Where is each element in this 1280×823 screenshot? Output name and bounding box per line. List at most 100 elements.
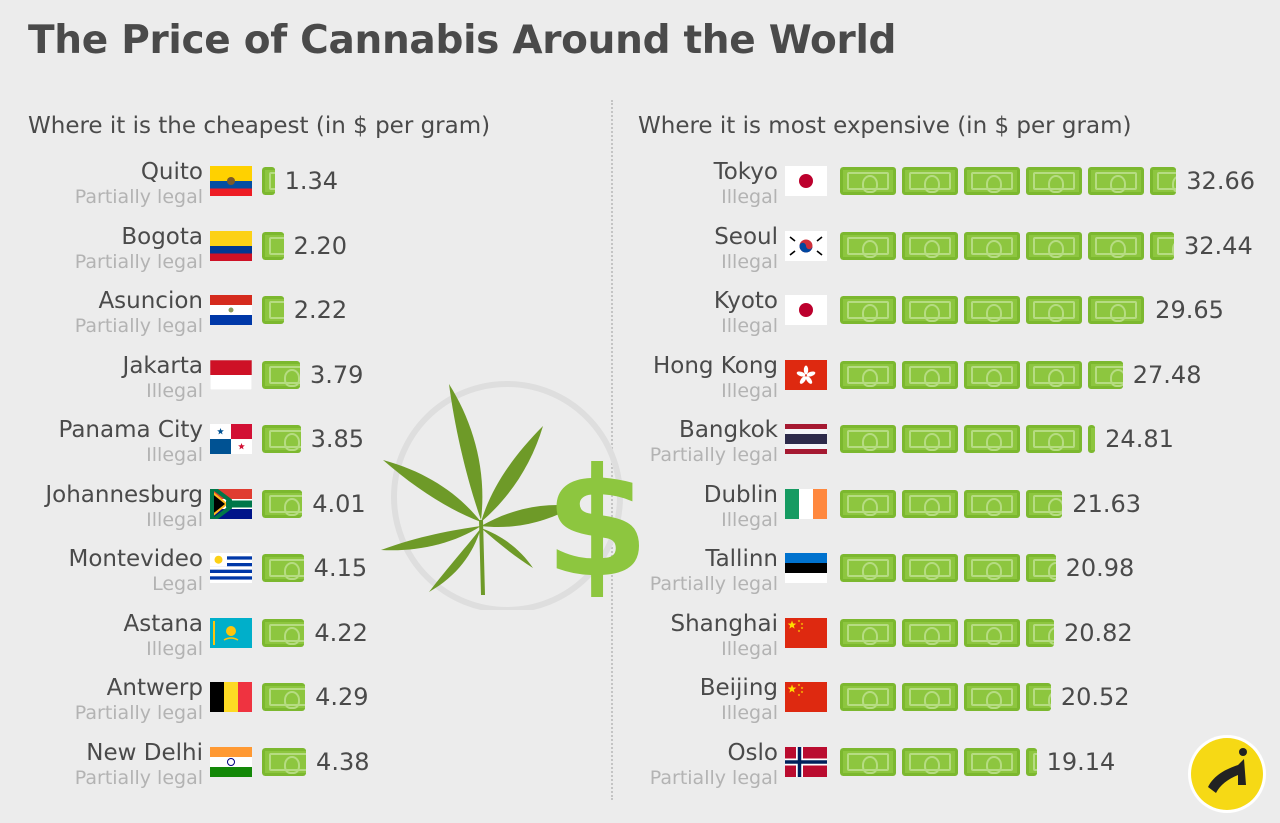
legal-status-label: Illegal [146, 379, 203, 402]
price-bar [840, 618, 1054, 647]
city-label: Kyoto [713, 288, 778, 314]
legal-status-label: Partially legal [649, 444, 778, 466]
banknote-icon [964, 425, 1020, 453]
legal-status-label: Illegal [721, 508, 778, 531]
legal-status-label: Illegal [721, 702, 778, 724]
city-label: Oslo [727, 739, 778, 766]
price-value-label: 4.22 [314, 618, 368, 647]
legal-status-label: Legal [152, 573, 203, 595]
price-bar [840, 489, 1063, 518]
city-label: Seoul [714, 223, 778, 250]
banknote-icon [840, 425, 896, 453]
price-value-label: 2.20 [293, 231, 347, 260]
banknote-icon [1088, 296, 1144, 324]
city-label: Bangkok [679, 417, 778, 443]
indonesia-flag-icon [210, 359, 252, 390]
legal-status-label: Illegal [721, 315, 778, 337]
banknote-icon [964, 554, 1020, 582]
banknote-icon [840, 747, 896, 776]
price-value-label: 4.01 [312, 489, 366, 518]
city-label: Montevideo [68, 546, 204, 572]
banknote-icon [1026, 360, 1082, 389]
city-label: Tallinn [705, 546, 778, 572]
price-bar [840, 425, 1096, 453]
hong-kong-flag-icon [785, 359, 827, 390]
logo-mark [1191, 738, 1263, 810]
price-bar [262, 618, 305, 647]
banknote-icon [902, 231, 958, 260]
banknote-icon [840, 231, 896, 260]
banknote-icon [262, 425, 301, 453]
banknote-icon [1088, 425, 1096, 453]
price-bar [262, 425, 301, 453]
city-label: New Delhi [86, 739, 203, 766]
price-value-label: 27.48 [1132, 360, 1202, 389]
banknote-icon [262, 489, 303, 518]
banknote-icon [1026, 296, 1082, 324]
banknote-icon [1026, 167, 1082, 195]
legal-status-label: Illegal [721, 186, 778, 208]
price-bar [262, 489, 303, 518]
legal-status-label: Partially legal [649, 766, 778, 789]
price-value-label: 3.85 [310, 425, 365, 453]
estonia-flag-icon [785, 553, 827, 583]
price-value-label: 32.66 [1186, 167, 1255, 195]
thailand-flag-icon [785, 424, 827, 454]
price-bar [840, 360, 1123, 389]
banknote-icon [262, 360, 300, 389]
price-bar [840, 683, 1051, 711]
banknote-icon [902, 425, 958, 453]
china-flag-icon [785, 617, 827, 648]
banknote-icon [262, 554, 304, 582]
price-bar [262, 360, 300, 389]
price-bar [262, 747, 307, 776]
banknote-icon [1088, 167, 1144, 195]
banknote-icon [1026, 231, 1082, 260]
price-bar [262, 231, 284, 260]
banknote-icon [1026, 618, 1054, 647]
banknote-icon [902, 296, 958, 324]
city-label: Beijing [699, 675, 778, 701]
banknote-icon [262, 167, 275, 195]
banknote-icon [964, 683, 1020, 711]
banknote-icon [1026, 747, 1037, 776]
price-value-label: 3.79 [309, 360, 364, 389]
price-value-label: 2.22 [293, 296, 348, 324]
banknote-icon [902, 167, 958, 195]
uruguay-flag-icon [210, 553, 252, 583]
price-bar [840, 167, 1177, 195]
banknote-icon [1150, 231, 1174, 260]
banknote-icon [262, 747, 307, 776]
city-label: Astana [123, 610, 203, 637]
india-flag-icon [210, 746, 252, 777]
banknote-icon [262, 618, 305, 647]
banknote-icon [902, 683, 958, 711]
price-bar [262, 167, 275, 195]
price-value-label: 4.15 [313, 554, 368, 582]
banknote-icon [964, 360, 1020, 389]
price-value-label: 4.29 [315, 683, 369, 711]
legal-status-label: Illegal [146, 444, 203, 466]
expensive-subtitle: Where it is most expensive (in $ per gra… [638, 113, 1132, 139]
banknote-icon [840, 167, 896, 195]
cheapest-subtitle: Where it is the cheapest (in $ per gram) [28, 113, 491, 139]
banknote-icon [902, 360, 958, 389]
china-flag-icon [785, 682, 827, 712]
price-value-label: 1.34 [284, 167, 339, 195]
price-value-label: 21.63 [1072, 489, 1142, 518]
japan-flag-icon [785, 166, 827, 196]
banknote-icon [262, 683, 306, 711]
legal-status-label: Illegal [721, 379, 778, 402]
banknote-icon [840, 554, 896, 582]
city-label: Tokyo [713, 159, 778, 185]
logo-icon [1188, 735, 1266, 813]
banknote-icon [1026, 425, 1082, 453]
banknote-icon [1088, 231, 1144, 260]
city-label: Panama City [58, 417, 204, 443]
legal-status-label: Illegal [146, 637, 203, 660]
banknote-icon [902, 489, 958, 518]
cannabis-leaf-icon [381, 384, 575, 595]
south-africa-flag-icon [210, 488, 252, 519]
price-value-label: 32.44 [1184, 231, 1253, 260]
